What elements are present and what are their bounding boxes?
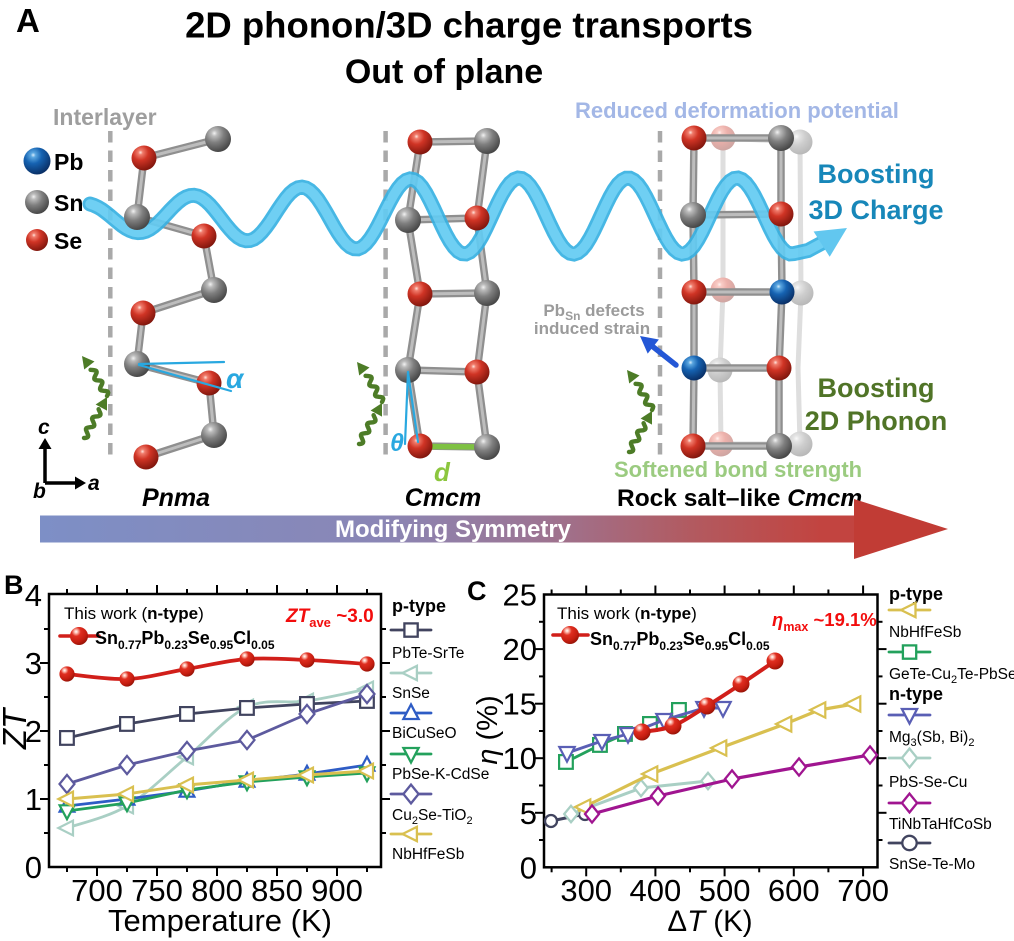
svg-text:α: α: [226, 363, 245, 394]
svg-text:2: 2: [25, 714, 42, 749]
svg-text:ΔT (K): ΔT (K): [667, 905, 752, 938]
svg-text:This work (n-type): This work (n-type): [557, 604, 697, 623]
svg-text:3D Charge: 3D Charge: [808, 195, 943, 225]
svg-text:PbS-Se-Cu: PbS-Se-Cu: [889, 774, 967, 791]
svg-text:25: 25: [503, 578, 537, 613]
svg-text:b: b: [33, 480, 46, 503]
svg-text:Sn0.77Pb0.23Se0.95Cl0.05: Sn0.77Pb0.23Se0.95Cl0.05: [590, 629, 770, 653]
svg-text:5: 5: [520, 796, 537, 831]
svg-text:p-type: p-type: [392, 596, 446, 616]
svg-text:Interlayer: Interlayer: [53, 104, 157, 130]
svg-text:4: 4: [25, 578, 42, 613]
svg-text:This work (n-type): This work (n-type): [64, 604, 204, 623]
svg-text:2D Phonon: 2D Phonon: [805, 406, 948, 436]
svg-text:1: 1: [25, 782, 42, 817]
svg-text:θ: θ: [390, 429, 404, 457]
svg-text:induced strain: induced strain: [534, 319, 650, 338]
svg-text:SnSe: SnSe: [392, 685, 430, 702]
svg-text:Softened bond strength: Softened bond strength: [614, 457, 862, 482]
svg-text:ZT: ZT: [0, 706, 33, 750]
svg-text:Cmcm: Cmcm: [405, 484, 481, 512]
svg-text:NbHfFeSb: NbHfFeSb: [392, 846, 464, 863]
svg-text:700: 700: [71, 873, 123, 908]
svg-text:Reduced deformation potential: Reduced deformation potential: [575, 98, 899, 123]
svg-text:700: 700: [837, 873, 889, 908]
svg-text:3: 3: [25, 646, 42, 681]
svg-text:15: 15: [503, 687, 537, 722]
svg-text:400: 400: [630, 873, 682, 908]
svg-text:Boosting: Boosting: [818, 159, 935, 189]
svg-text:600: 600: [768, 873, 820, 908]
svg-text:0: 0: [25, 850, 42, 885]
svg-text:Pb: Pb: [54, 149, 83, 175]
svg-text:C: C: [467, 576, 487, 606]
svg-text:Mg3(Sb, Bi)2: Mg3(Sb, Bi)2: [889, 729, 974, 749]
svg-text:d: d: [434, 457, 451, 487]
svg-text:TiNbTaHfCoSb: TiNbTaHfCoSb: [889, 816, 992, 833]
svg-text:η (%): η (%): [472, 695, 504, 764]
svg-text:900: 900: [311, 873, 363, 908]
svg-text:a: a: [88, 472, 100, 495]
svg-text:BiCuSeO: BiCuSeO: [392, 725, 457, 742]
svg-text:750: 750: [131, 873, 183, 908]
svg-text:Se: Se: [54, 228, 82, 254]
svg-text:ZTave ~3.0: ZTave ~3.0: [285, 606, 374, 630]
svg-text:Boosting: Boosting: [818, 373, 935, 403]
svg-text:Sn0.77Pb0.23Se0.95Cl0.05: Sn0.77Pb0.23Se0.95Cl0.05: [95, 628, 275, 652]
svg-text:10: 10: [503, 741, 537, 776]
svg-text:Rock salt–like Cmcm: Rock salt–like Cmcm: [617, 485, 862, 512]
svg-text:500: 500: [699, 873, 751, 908]
svg-text:20: 20: [503, 632, 537, 667]
svg-text:PbTe-SrTe: PbTe-SrTe: [392, 645, 464, 662]
svg-text:300: 300: [560, 873, 612, 908]
svg-text:Out of plane: Out of plane: [345, 53, 543, 91]
svg-text:2D phonon/3D charge transports: 2D phonon/3D charge transports: [185, 5, 753, 46]
svg-text:NbHfFeSb: NbHfFeSb: [889, 624, 961, 641]
svg-text:B: B: [4, 570, 24, 600]
svg-text:c: c: [38, 416, 50, 439]
svg-text:800: 800: [191, 873, 243, 908]
svg-text:GeTe-Cu2Te-PbSe: GeTe-Cu2Te-PbSe: [889, 666, 1014, 686]
svg-text:850: 850: [251, 873, 303, 908]
svg-text:A: A: [16, 2, 40, 39]
svg-text:Pnma: Pnma: [142, 484, 210, 512]
svg-text:Sn: Sn: [54, 190, 83, 216]
svg-text:ηmax ~19.1%: ηmax ~19.1%: [772, 609, 877, 634]
svg-text:p-type: p-type: [889, 584, 943, 604]
svg-text:PbSe-K-CdSe: PbSe-K-CdSe: [392, 766, 489, 783]
svg-text:Modifying Symmetry: Modifying Symmetry: [335, 516, 572, 543]
svg-text:SnSe-Te-Mo: SnSe-Te-Mo: [889, 856, 975, 873]
svg-text:Temperature (K): Temperature (K): [108, 903, 332, 938]
svg-text:n-type: n-type: [889, 684, 943, 704]
svg-text:0: 0: [520, 850, 537, 885]
